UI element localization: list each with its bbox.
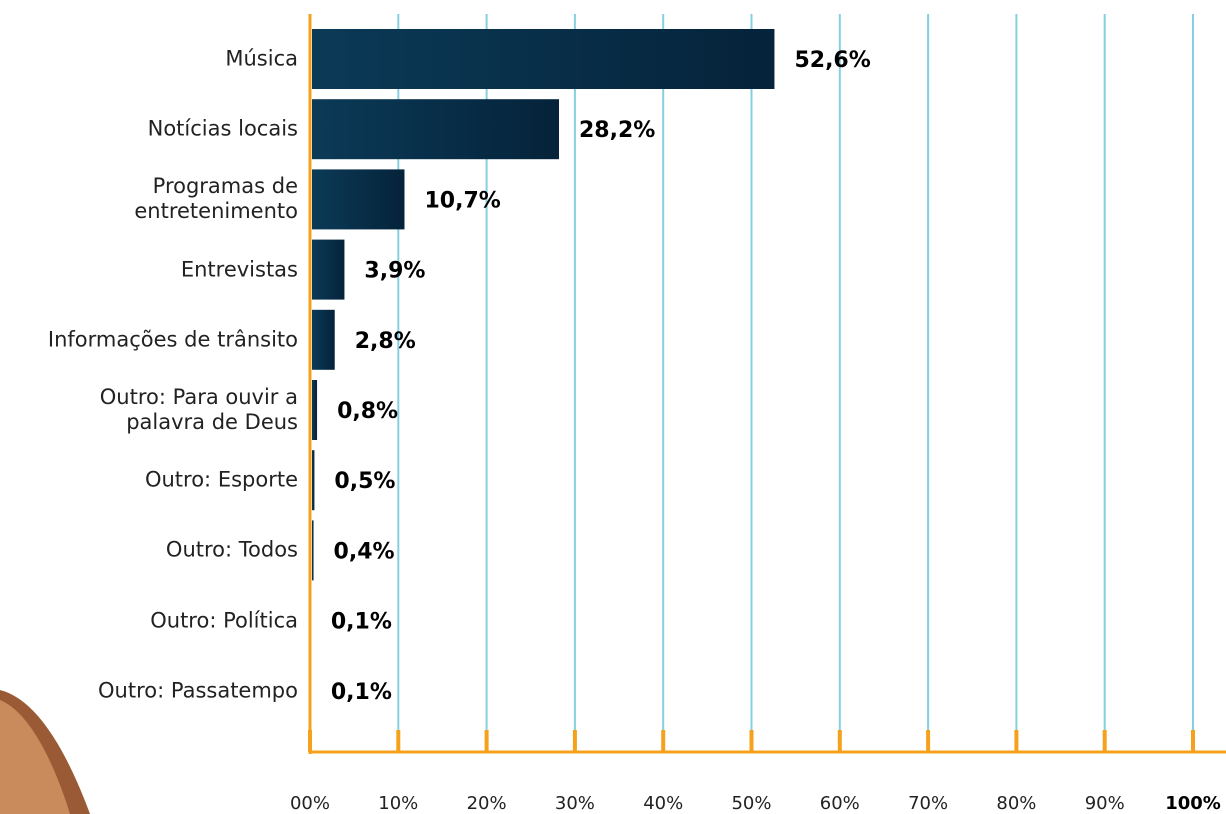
value-label: 28,2% (579, 118, 655, 143)
category-label: Outro: Todos (165, 537, 298, 562)
x-tick-label: 50% (731, 793, 771, 814)
category-label: Outro: Política (150, 608, 298, 633)
value-label: 0,1% (331, 680, 392, 705)
x-tick-label: 00% (290, 793, 330, 814)
bar (312, 380, 318, 440)
bar (312, 99, 560, 160)
x-tick-label: 30% (555, 793, 595, 814)
x-tick-label: 10% (378, 793, 418, 814)
category-label: Outro: Para ouvir a palavra de Deus (99, 385, 298, 434)
x-tick-label: 80% (996, 793, 1036, 814)
category-label: Outro: Passatempo (98, 678, 298, 703)
x-tick-label: 60% (820, 793, 860, 814)
value-label: 10,7% (424, 188, 500, 213)
value-label: 0,8% (337, 399, 398, 424)
bar (312, 169, 405, 230)
x-tick-label: 90% (1085, 793, 1125, 814)
x-tick-label: 40% (643, 793, 683, 814)
category-label: Programas de entretenimento (134, 174, 298, 224)
category-label: Outro: Esporte (144, 467, 298, 492)
bar (312, 450, 315, 511)
category-label: Notícias locais (147, 116, 298, 141)
bar (312, 29, 775, 89)
value-label: 0,5% (334, 469, 395, 494)
x-tick-label: 20% (467, 793, 507, 814)
value-label: 0,1% (331, 610, 392, 635)
value-label: 52,6% (794, 48, 870, 73)
bar (312, 239, 345, 300)
category-label: Entrevistas (180, 257, 298, 282)
x-tick-label: 100% (1165, 793, 1221, 814)
decoration (0, 700, 70, 814)
value-label: 0,4% (334, 539, 395, 564)
bar (312, 309, 335, 370)
x-tick-label: 70% (908, 793, 948, 814)
bar (312, 520, 314, 581)
value-label: 3,9% (364, 259, 425, 284)
category-label: Música (225, 46, 298, 71)
value-label: 2,8% (355, 329, 416, 354)
category-label: Informações de trânsito (47, 327, 298, 352)
